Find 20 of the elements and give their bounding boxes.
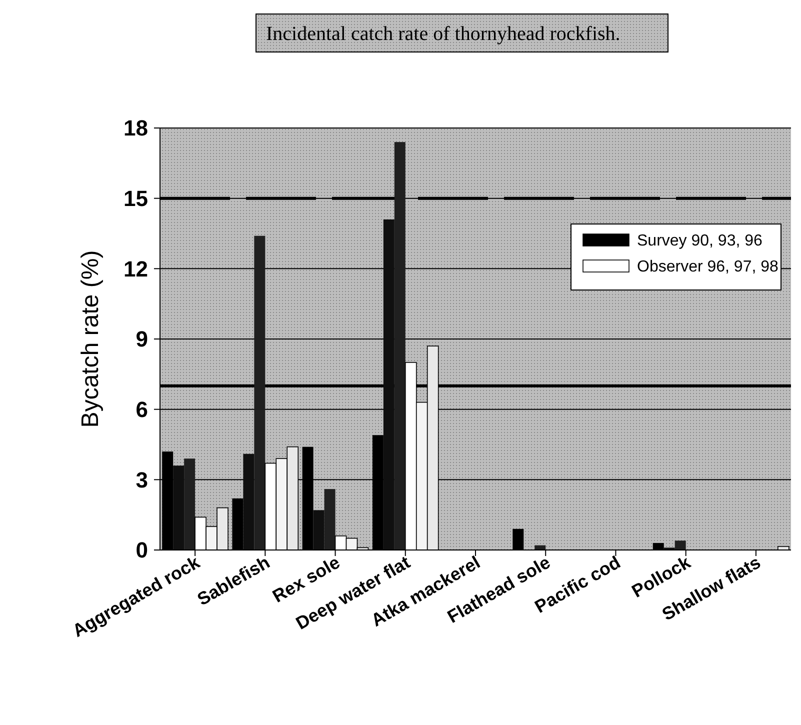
bar bbox=[674, 540, 686, 550]
bar bbox=[243, 454, 254, 550]
legend-label: Survey 90, 93, 96 bbox=[637, 232, 763, 250]
bar bbox=[324, 489, 336, 550]
legend-label: Observer 96, 97, 98 bbox=[637, 258, 779, 276]
bar bbox=[173, 466, 184, 550]
y-tick-label: 9 bbox=[136, 326, 148, 352]
chart-title: Incidental catch rate of thornyhead rockfish. bbox=[266, 23, 620, 45]
y-tick-label: 0 bbox=[136, 538, 148, 563]
bar bbox=[313, 510, 324, 550]
bar bbox=[254, 236, 266, 550]
bar bbox=[184, 458, 196, 550]
y-tick-label: 18 bbox=[124, 116, 148, 141]
y-tick-label: 3 bbox=[136, 467, 148, 492]
bar bbox=[394, 142, 406, 550]
y-tick-label: 15 bbox=[124, 186, 148, 212]
bar bbox=[383, 219, 394, 550]
y-tick-label: 6 bbox=[136, 397, 148, 422]
y-axis-title: Bycatch rate (%) bbox=[77, 250, 104, 428]
y-tick-label: 12 bbox=[124, 256, 148, 282]
